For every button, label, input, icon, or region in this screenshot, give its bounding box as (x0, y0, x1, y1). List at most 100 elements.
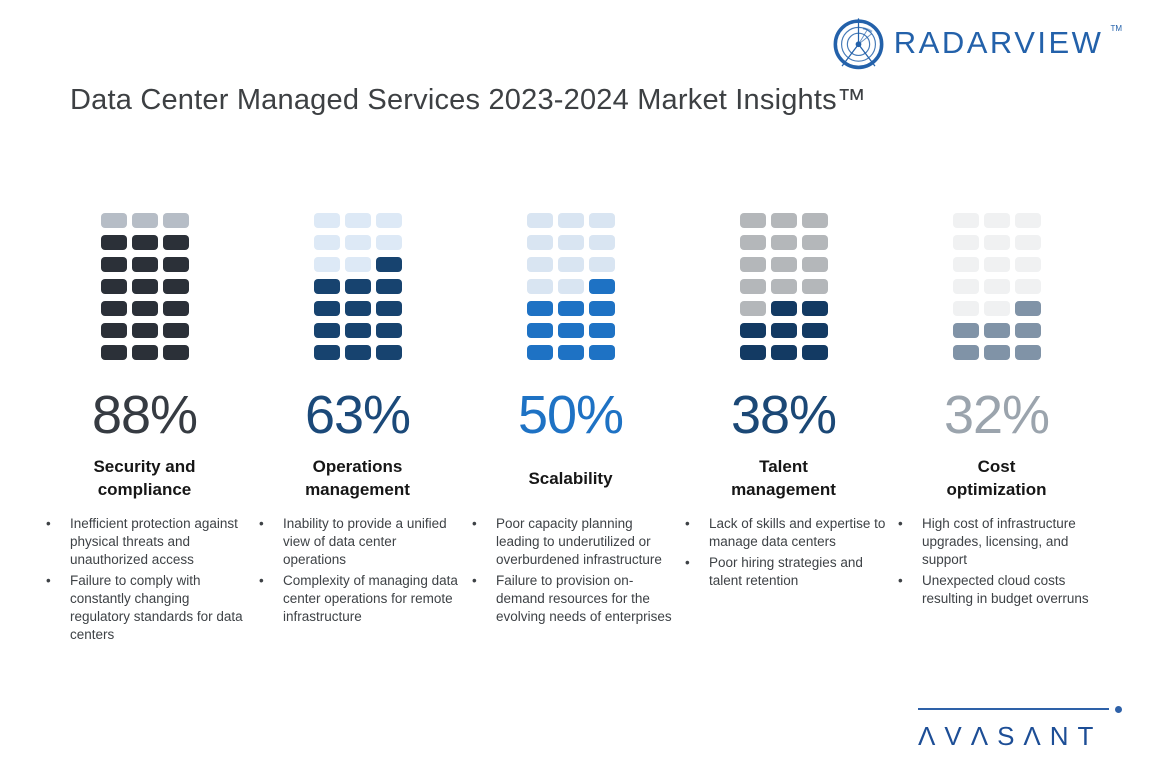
bullet-text: Inability to provide a unified view of d… (283, 516, 447, 568)
bullet-item: • Failure to comply with constantly chang… (42, 572, 247, 644)
waffle-block (588, 345, 615, 360)
waffle-block (375, 323, 402, 338)
waffle-chart (468, 213, 673, 360)
category-title: Cost optimization (894, 455, 1099, 503)
waffle-block (801, 323, 828, 338)
bullet-item: • Inability to provide a unified view of … (255, 515, 460, 569)
waffle-block (526, 301, 553, 316)
bullet-item: • Unexpected cloud costs resulting in bud… (894, 572, 1099, 608)
waffle-block (801, 345, 828, 360)
waffle-block (313, 257, 340, 272)
waffle-block (952, 235, 979, 250)
waffle-block (526, 279, 553, 294)
waffle-block (739, 301, 766, 316)
waffle-block (739, 257, 766, 272)
waffle-block (100, 345, 127, 360)
radarview-logo: RADARVIEW TM (830, 14, 1122, 71)
avasant-dot (1115, 706, 1122, 713)
category-title-line: Talent (759, 457, 808, 477)
waffle-block (1014, 323, 1041, 338)
bullet-text: Poor hiring strategies and talent retent… (709, 555, 863, 589)
page-title: Data Center Managed Services 2023-2024 M… (70, 84, 867, 116)
bullet-list: • Lack of skills and expertise to manage … (681, 515, 886, 590)
waffle-block (313, 323, 340, 338)
waffle-block (131, 301, 158, 316)
waffle-block (770, 345, 797, 360)
bullet-item: • Failure to provision on-demand resource… (468, 572, 673, 626)
waffle-block (952, 323, 979, 338)
radarview-trademark: TM (1110, 24, 1122, 33)
waffle-block (983, 301, 1010, 316)
waffle-block (801, 257, 828, 272)
bullet-text: Unexpected cloud costs resulting in budg… (922, 573, 1089, 607)
waffle-block (344, 257, 371, 272)
waffle-block (313, 279, 340, 294)
waffle-block (375, 235, 402, 250)
waffle-block (344, 235, 371, 250)
waffle-block (983, 323, 1010, 338)
bullet-marker: • (259, 573, 264, 589)
radar-icon (833, 18, 884, 70)
waffle-block (526, 213, 553, 228)
waffle-block (739, 279, 766, 294)
waffle-block (801, 279, 828, 294)
category-title-line: Security and (93, 457, 196, 477)
category-title-line: management (731, 480, 836, 499)
waffle-block (526, 235, 553, 250)
bullet-item: • High cost of infrastructure upgrades, l… (894, 515, 1099, 569)
waffle-block (983, 213, 1010, 228)
waffle-block (801, 235, 828, 250)
category-column: 63% Operations management • Inability to p… (255, 213, 460, 648)
waffle-block (313, 235, 340, 250)
waffle-block (952, 345, 979, 360)
waffle-block (1014, 345, 1041, 360)
bullet-marker: • (898, 516, 903, 531)
waffle-block (588, 279, 615, 294)
waffle-block (100, 235, 127, 250)
waffle-block (162, 279, 189, 294)
waffle-block (1014, 279, 1041, 294)
waffle-block (526, 323, 553, 338)
waffle-block (983, 279, 1010, 294)
waffle-block (952, 257, 979, 272)
waffle-block (100, 257, 127, 272)
waffle-block (952, 279, 979, 294)
category-title-line: compliance (97, 480, 192, 499)
percent-value: 38% (730, 385, 837, 445)
bullet-marker: • (685, 555, 690, 571)
waffle-block (739, 345, 766, 360)
bullet-list: • High cost of infrastructure upgrades, l… (894, 515, 1099, 608)
bullet-list: • Poor capacity planning leading to under… (468, 515, 673, 626)
waffle-block (588, 257, 615, 272)
category-column: 38% Talent management • Lack of skills and… (681, 213, 886, 648)
category-title-line: Scalability (528, 468, 613, 488)
waffle-block (344, 301, 371, 316)
waffle-block (162, 301, 189, 316)
waffle-block (952, 301, 979, 316)
waffle-block (739, 213, 766, 228)
waffle-chart (681, 213, 886, 360)
percent-value: 32% (943, 385, 1050, 445)
bullet-marker: • (46, 516, 51, 531)
bullet-marker: • (472, 516, 477, 531)
waffle-chart (42, 213, 247, 360)
waffle-block (588, 301, 615, 316)
waffle-block (375, 257, 402, 272)
waffle-block (770, 213, 797, 228)
category-title-line: Cost (977, 457, 1016, 477)
waffle-block (100, 301, 127, 316)
percent-value: 50% (517, 385, 624, 445)
waffle-block (526, 345, 553, 360)
bullet-marker: • (472, 573, 477, 589)
waffle-block (952, 213, 979, 228)
waffle-block (162, 345, 189, 360)
category-title: Operations management (255, 455, 460, 503)
waffle-block (162, 257, 189, 272)
bullet-list: • Inefficient protection against physical… (42, 515, 247, 645)
waffle-block (526, 257, 553, 272)
waffle-block (131, 279, 158, 294)
waffle-block (131, 257, 158, 272)
category-title: Security and compliance (42, 455, 247, 503)
waffle-block (131, 213, 158, 228)
